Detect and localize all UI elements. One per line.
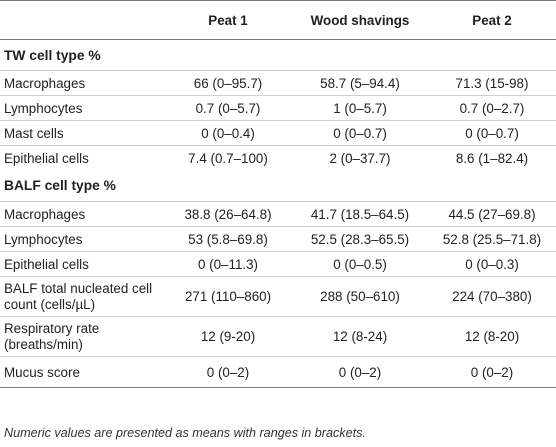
cell-peat-1: 12 (9-20): [164, 316, 292, 357]
cell-peat-2: 12 (8-20): [428, 316, 556, 357]
table-row: Macrophages 66 (0–95.7) 58.7 (5–94.4) 71…: [0, 70, 556, 96]
row-label: Macrophages: [0, 70, 164, 96]
data-table-container: Peat 1 Wood shavings Peat 2 TW cell type…: [0, 0, 556, 388]
cell-peat-1: 0.7 (0–5.7): [164, 95, 292, 121]
row-label: Mucus score: [0, 356, 164, 388]
cell-peat-2: 224 (70–380): [428, 276, 556, 317]
cell-peat-1: 271 (110–860): [164, 276, 292, 317]
section-row-balf: BALF cell type %: [0, 171, 556, 202]
table-row: Lymphocytes 53 (5.8–69.8) 52.5 (28.3–65.…: [0, 226, 556, 252]
row-label: Respiratory rate (breaths/min): [0, 316, 164, 357]
table-row: BALF total nucleated cell count (cells/µ…: [0, 276, 556, 317]
cell-wood-shavings: 288 (50–610): [292, 276, 428, 317]
cell-peat-2: 0 (0–0.3): [428, 251, 556, 277]
cell-wood-shavings: 52.5 (28.3–65.5): [292, 226, 428, 252]
table-header-row: Peat 1 Wood shavings Peat 2: [0, 0, 556, 40]
table-row: Lymphocytes 0.7 (0–5.7) 1 (0–5.7) 0.7 (0…: [0, 95, 556, 121]
row-label: BALF total nucleated cell count (cells/µ…: [0, 276, 164, 317]
cell-wood-shavings: 0 (0–2): [292, 356, 428, 388]
header-empty-cell: [0, 0, 164, 40]
table-row: Epithelial cells 7.4 (0.7–100) 2 (0–37.7…: [0, 145, 556, 171]
cell-peat-1: 53 (5.8–69.8): [164, 226, 292, 252]
row-label: Epithelial cells: [0, 251, 164, 277]
table-footnote: Numeric values are presented as means wi…: [4, 426, 366, 440]
cell-peat-2: 0 (0–2): [428, 356, 556, 388]
cell-wood-shavings: 1 (0–5.7): [292, 95, 428, 121]
header-peat-1: Peat 1: [164, 0, 292, 40]
cell-peat-1: 0 (0–0.4): [164, 120, 292, 146]
cell-peat-2: 8.6 (1–82.4): [428, 145, 556, 171]
cell-peat-2: 44.5 (27–69.8): [428, 201, 556, 227]
row-label: Lymphocytes: [0, 226, 164, 252]
cell-peat-1: 38.8 (26–64.8): [164, 201, 292, 227]
table-row: Respiratory rate (breaths/min) 12 (9-20)…: [0, 316, 556, 357]
header-peat-2: Peat 2: [428, 0, 556, 40]
row-label: Epithelial cells: [0, 145, 164, 171]
section-title-balf: BALF cell type %: [4, 178, 116, 194]
cell-peat-1: 7.4 (0.7–100): [164, 145, 292, 171]
cell-wood-shavings: 58.7 (5–94.4): [292, 70, 428, 96]
cell-wood-shavings: 12 (8-24): [292, 316, 428, 357]
cell-peat-1: 0 (0–2): [164, 356, 292, 388]
table-row: Epithelial cells 0 (0–11.3) 0 (0–0.5) 0 …: [0, 251, 556, 277]
cell-wood-shavings: 2 (0–37.7): [292, 145, 428, 171]
cell-peat-2: 52.8 (25.5–71.8): [428, 226, 556, 252]
row-label: Lymphocytes: [0, 95, 164, 121]
data-table: Peat 1 Wood shavings Peat 2 TW cell type…: [0, 0, 556, 388]
table-row: Mucus score 0 (0–2) 0 (0–2) 0 (0–2): [0, 356, 556, 388]
cell-peat-2: 0 (0–0.7): [428, 120, 556, 146]
table-row: Macrophages 38.8 (26–64.8) 41.7 (18.5–64…: [0, 201, 556, 227]
row-label: Macrophages: [0, 201, 164, 227]
section-row-tw: TW cell type %: [0, 40, 556, 71]
row-label: Mast cells: [0, 120, 164, 146]
cell-peat-2: 0.7 (0–2.7): [428, 95, 556, 121]
header-wood-shavings: Wood shavings: [292, 0, 428, 40]
cell-wood-shavings: 41.7 (18.5–64.5): [292, 201, 428, 227]
section-title-tw: TW cell type %: [4, 47, 101, 63]
cell-wood-shavings: 0 (0–0.5): [292, 251, 428, 277]
cell-peat-2: 71.3 (15-98): [428, 70, 556, 96]
cell-peat-1: 66 (0–95.7): [164, 70, 292, 96]
cell-wood-shavings: 0 (0–0.7): [292, 120, 428, 146]
cell-peat-1: 0 (0–11.3): [164, 251, 292, 277]
table-row: Mast cells 0 (0–0.4) 0 (0–0.7) 0 (0–0.7): [0, 120, 556, 146]
